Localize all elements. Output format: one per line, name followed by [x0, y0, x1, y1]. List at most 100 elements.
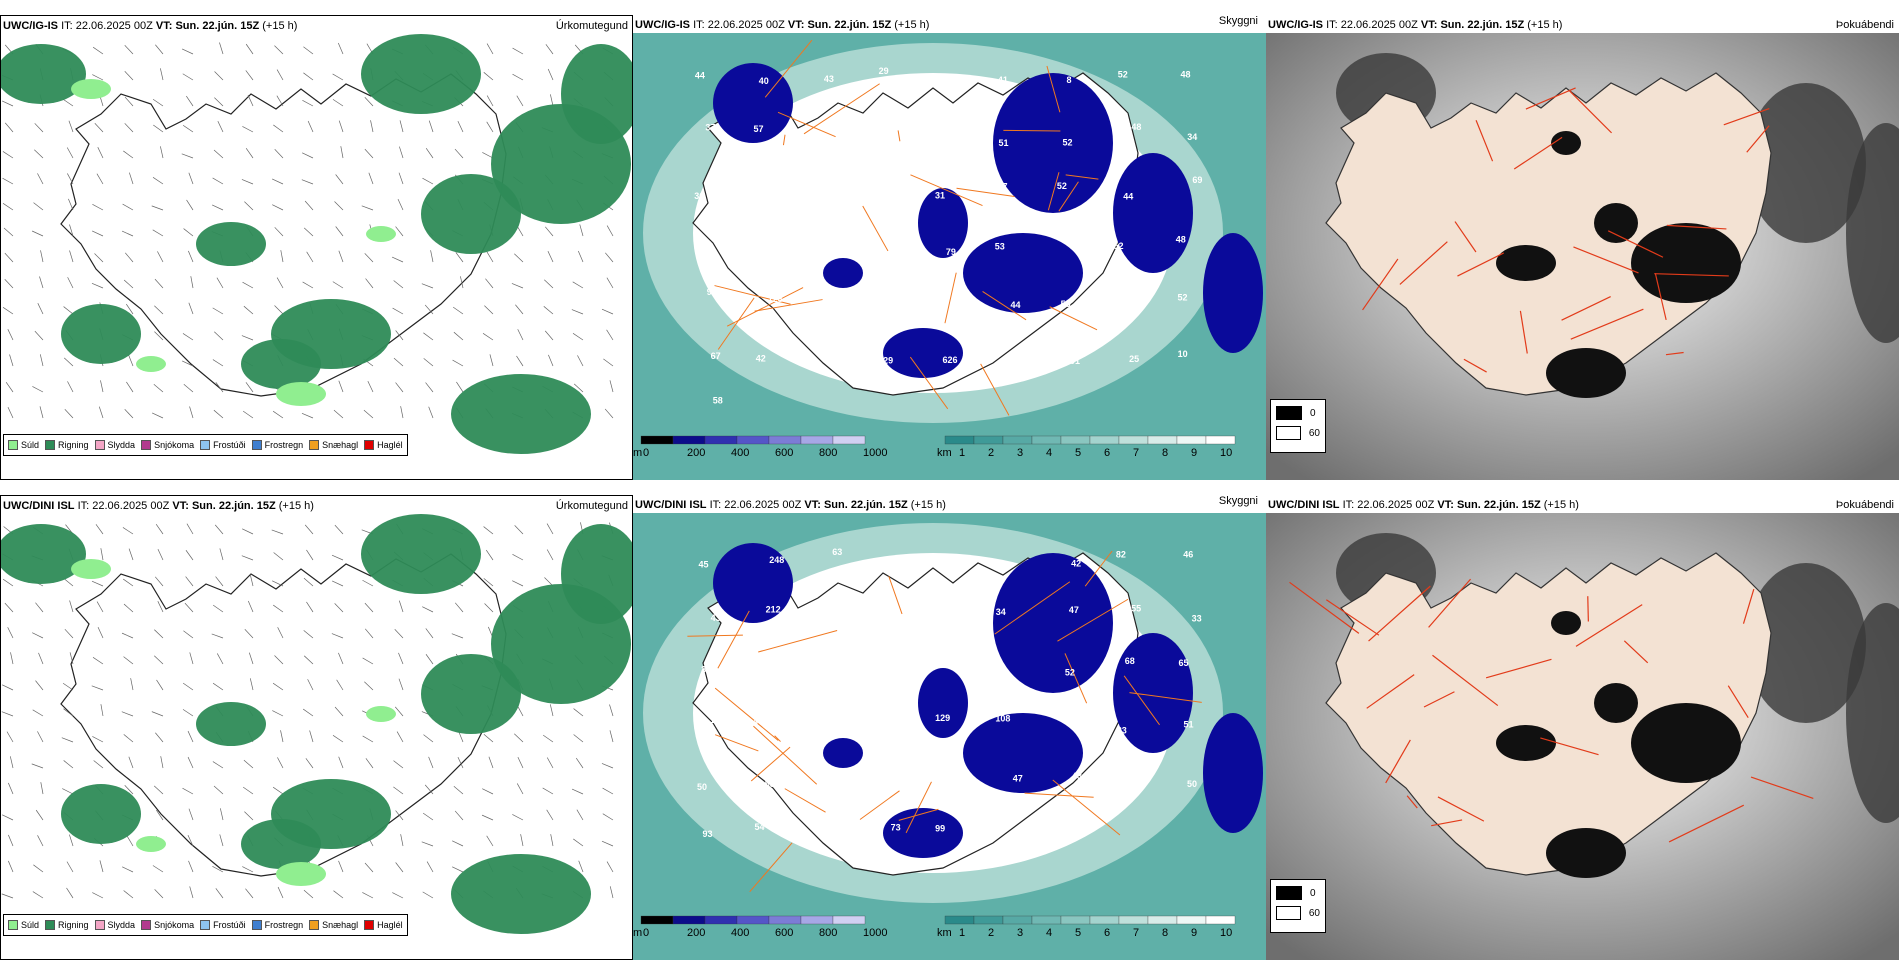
rain-area [1, 524, 86, 584]
wind-barb [550, 94, 554, 107]
road-line [1723, 108, 1770, 126]
road-line [726, 287, 804, 327]
wind-barb [271, 178, 284, 185]
wind-barb [516, 355, 524, 367]
wind-barb [2, 203, 14, 211]
ceiling-tick: 1000 [863, 447, 887, 459]
wind-barb [245, 43, 254, 55]
wind-barb [273, 124, 284, 133]
wind-barb [303, 227, 314, 237]
road-line [1057, 598, 1129, 642]
wind-barb [241, 179, 254, 185]
wind-barb [485, 278, 494, 289]
ceiling-value-label: 52 [948, 614, 958, 624]
road-line [774, 735, 781, 742]
wind-barb [489, 354, 494, 367]
wind-barb [10, 652, 14, 665]
ceiling-value-label: 36 [996, 670, 1006, 680]
legend-label: Slydda [107, 440, 136, 450]
ceiling-value-label: 49 [753, 716, 763, 726]
wind-barb [64, 408, 74, 419]
ceiling-value-label: 52 [1057, 181, 1067, 191]
wind-barb [606, 329, 614, 341]
ceiling-value-label: 79 [946, 247, 956, 257]
ceiling-value-label: 66 [818, 137, 828, 147]
wind-barb [399, 120, 404, 133]
low-ceiling-area [883, 328, 963, 378]
wind-barb [242, 410, 254, 419]
precip-legend-item: Slydda [94, 440, 136, 450]
wind-barb [516, 95, 524, 107]
wind-barb [520, 834, 524, 847]
wind-barb [609, 730, 614, 743]
wind-barb [157, 601, 164, 613]
road-line [784, 788, 826, 813]
wind-barb [219, 42, 224, 55]
wind-barb [542, 787, 554, 795]
ceiling-value-label: 25 [1129, 354, 1139, 364]
legend-swatch [200, 440, 211, 450]
wind-barb [6, 731, 14, 743]
road-line [1561, 295, 1611, 321]
wind-barb [63, 760, 74, 769]
ceiling-value-label: 30 [767, 188, 777, 198]
wind-barb [398, 172, 404, 185]
legend-label: 60 [1308, 427, 1320, 439]
legend-swatch [94, 920, 105, 930]
visibility-colorbar-segment [1002, 435, 1033, 445]
ceiling-value-label: 43 [1072, 771, 1082, 781]
wind-barb [182, 333, 194, 341]
wind-barb [9, 756, 14, 769]
wind-barb [2, 307, 14, 315]
wind-barb [338, 380, 344, 393]
wind-barb [153, 785, 164, 795]
wind-barb [96, 601, 104, 613]
ceiling-tick: 600 [775, 927, 793, 939]
ceiling-value-label: 147 [1004, 357, 1019, 367]
road-line [1654, 273, 1729, 277]
road-line [905, 781, 932, 834]
ceiling-colorbar-segment [736, 435, 770, 445]
ceiling-value-label: 50 [758, 233, 768, 243]
wind-barb [243, 759, 254, 769]
visibility-colorbar-segment [973, 915, 1004, 925]
wind-barb [428, 756, 434, 769]
wind-barb [4, 252, 14, 263]
wind-barb [302, 281, 314, 289]
fog-area [1846, 123, 1899, 343]
road-line [1049, 306, 1098, 331]
wind-barb [338, 860, 344, 873]
wind-barb [122, 866, 134, 873]
road-line [1519, 310, 1528, 354]
visibility-tick: 3 [1017, 927, 1023, 939]
wind-barb [188, 860, 194, 873]
wind-barb [122, 527, 134, 535]
wind-barb [511, 283, 524, 289]
ceiling-value-label: 37 [997, 181, 1007, 191]
ceiling-tick: 400 [731, 447, 749, 459]
visibility-tick: 5 [1075, 927, 1081, 939]
visibility-colorbar-segment [1089, 915, 1120, 925]
wind-barb [422, 812, 434, 821]
iceland-coastline [60, 553, 507, 877]
ceiling-value-label: 129 [935, 713, 950, 723]
wind-barb [396, 731, 404, 743]
wind-barb [486, 121, 494, 133]
wind-barb [3, 227, 14, 237]
panel-type-label: Úrkomutegund [555, 20, 628, 32]
visibility-tick: 1 [959, 447, 965, 459]
low-ceiling-area [823, 258, 863, 288]
wind-barb [181, 360, 194, 367]
fog-map [1266, 33, 1899, 480]
wind-barb [184, 602, 194, 613]
ceiling-value-label: 48 [943, 133, 953, 143]
wind-barb [189, 406, 194, 419]
legend-label: Rigning [58, 920, 89, 930]
low-ceiling-area [823, 738, 863, 768]
ceiling-value-label: 48 [1176, 235, 1186, 245]
ceiling-value-label: 35 [823, 657, 833, 667]
wind-barb [92, 74, 104, 81]
wind-barb [9, 354, 14, 367]
wind-barb [428, 120, 434, 133]
